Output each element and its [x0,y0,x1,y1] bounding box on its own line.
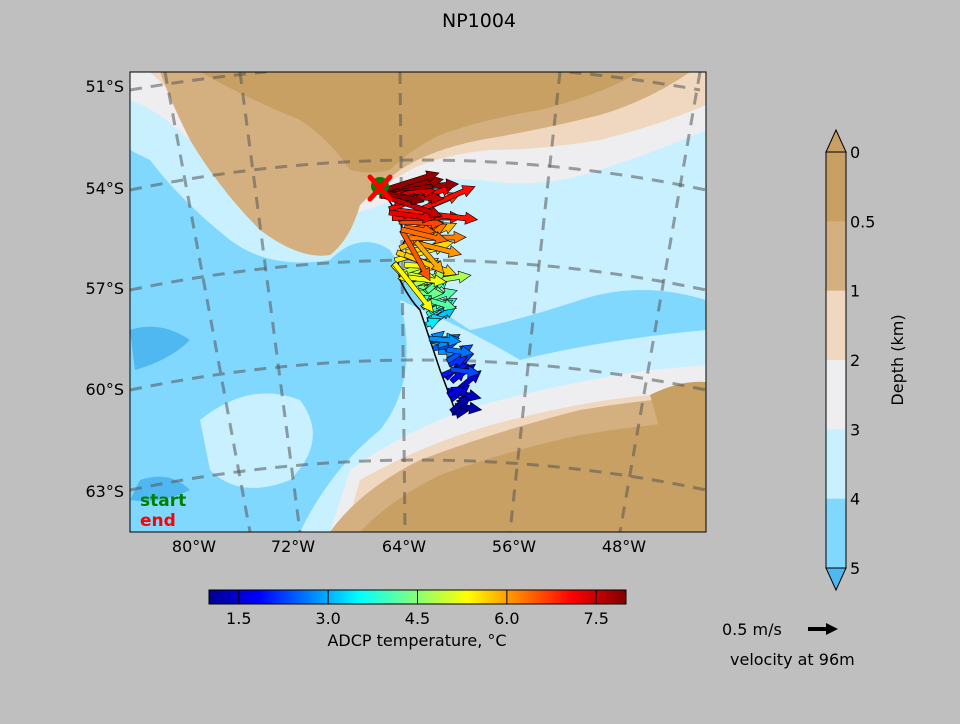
start-label: start [140,491,186,511]
velocity-arrow [400,226,449,245]
depth-colorbar-frame [825,151,847,569]
end-marker [367,174,393,202]
meridian-line [238,72,302,532]
velocity-arrow [413,239,445,275]
velocity-key-label: 0.5 m/s [722,620,782,639]
velocity-arrow [412,239,462,258]
velocity-key-caption: velocity at 96m [730,650,855,669]
lat-label: 60°S [85,380,124,399]
depth-colorbar-block [826,498,846,569]
graticule [130,72,706,532]
velocity-arrow [391,261,434,313]
map-frame [129,71,707,533]
velocity-arrow [428,333,462,347]
meridian-line [618,72,702,532]
velocity-arrow [428,297,458,312]
depth-colorbar-block [826,290,846,361]
velocity-arrow [446,345,474,359]
temperature-tick-label: 1.5 [226,609,251,628]
velocity-arrow [449,365,481,379]
south-america-shelf [160,72,690,256]
depth-colorbar-blocks [826,152,846,569]
depth-tick-label: 2 [850,351,860,370]
velocity-arrows [375,170,483,419]
depth-tick-label: 0.5 [850,212,875,231]
depth-tick-label: 5 [850,559,860,578]
meridian-line [398,72,407,532]
lon-label: 80°W [172,537,216,556]
velocity-key-arrow [808,623,838,635]
depth-tick-label: 0 [850,143,860,162]
depth-colorbar-ticks: 0 0.5 1 2 3 4 5 [850,143,875,578]
temperature-colorbar-label: ADCP temperature, °C [327,631,506,650]
depth-colorbar-block [826,360,846,430]
depth-tick-label: 3 [850,420,860,439]
velocity-arrow [425,317,442,330]
lon-label: 72°W [271,537,315,556]
lon-label: 64°W [382,537,426,556]
temperature-colorbar-ticks: 1.5 3.0 4.5 6.0 7.5 [226,590,609,628]
parallel-line [130,72,701,92]
ship-track [379,189,456,411]
map-panel: start end 51°S 54°S 57°S 60°S 63°S 80°W … [85,71,707,556]
figure-title: NP1004 [442,10,516,32]
depth-colorbar-top-extend [825,128,847,153]
south-america-land [200,72,640,173]
island-land [650,381,706,470]
depth-colorbar-block [826,152,846,222]
longitude-labels: 80°W 72°W 64°W 56°W 48°W [172,537,646,556]
depth-tick-label: 4 [850,490,860,509]
lat-label: 51°S [85,77,124,96]
depth-colorbar-block [826,221,846,292]
depth-colorbar-block [826,429,846,500]
velocity-arrow [446,386,465,399]
velocity-arrow [418,286,445,300]
velocity-arrow [399,228,431,282]
deep-pocket [130,326,190,370]
meridian-line [508,72,562,532]
lat-label: 63°S [85,482,124,501]
depth-colorbar-label: Depth (km) [888,314,907,405]
depth-colorbar: 0 0.5 1 2 3 4 5 Depth (km) [825,128,907,592]
temperature-tick-label: 6.0 [494,609,519,628]
lon-label: 48°W [602,537,646,556]
temperature-tick-label: 7.5 [583,609,608,628]
depth-tick-label: 1 [850,282,860,301]
lat-label: 54°S [85,179,124,198]
depth-colorbar-bottom-extend [825,567,847,592]
end-label: end [140,511,176,531]
antarctic-peninsula-land [360,420,706,532]
temperature-tick-label: 3.0 [315,609,340,628]
lat-label: 57°S [85,279,124,298]
latitude-labels: 51°S 54°S 57°S 60°S 63°S [85,77,124,501]
lon-label: 56°W [492,537,536,556]
temperature-colorbar: 1.5 3.0 4.5 6.0 7.5 ADCP temperature, °C [208,589,627,650]
velocity-key: 0.5 m/s velocity at 96m [722,620,855,669]
meridian-line [163,72,252,532]
temperature-tick-label: 4.5 [405,609,430,628]
